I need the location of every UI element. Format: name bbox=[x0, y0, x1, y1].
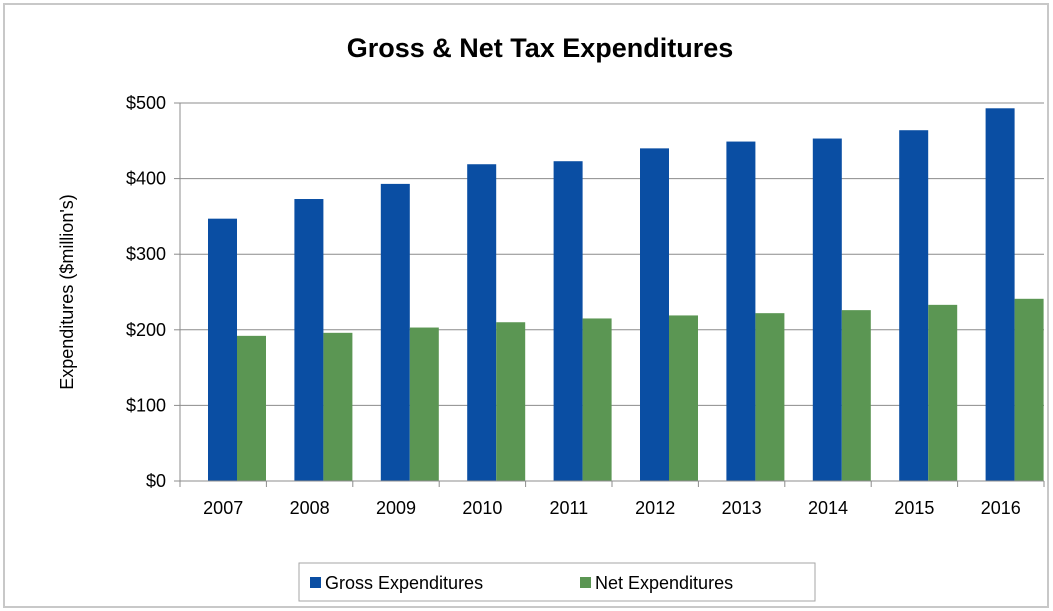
y-tick-label: $200 bbox=[126, 320, 166, 340]
y-tick-label: $100 bbox=[126, 395, 166, 415]
bar-gross-expenditures-2014 bbox=[812, 138, 842, 482]
axes: $0 $100 $200 $300 $400 $500 2007 2008 2009 2010 20… bbox=[126, 93, 1045, 518]
x-tick-label: 2016 bbox=[981, 498, 1021, 518]
legend-label: Gross Expenditures bbox=[325, 573, 483, 593]
chart-frame bbox=[3, 3, 1049, 608]
bar-net-expenditures-2009 bbox=[409, 327, 439, 481]
y-tick-label: $0 bbox=[146, 471, 166, 491]
bar-gross-expenditures-2009 bbox=[380, 183, 410, 481]
x-tick-label: 2011 bbox=[549, 498, 588, 518]
x-tick-label: 2009 bbox=[376, 498, 416, 518]
bar-net-expenditures-2014 bbox=[841, 310, 871, 481]
chart-title: Gross & Net Tax Expenditures bbox=[347, 33, 734, 63]
bar-gross-expenditures-2011 bbox=[553, 161, 583, 481]
legend: Gross Expenditures Net Expenditures bbox=[298, 562, 816, 602]
bar-gross-expenditures-2016 bbox=[985, 108, 1015, 482]
bar-gross-expenditures-2012 bbox=[640, 148, 669, 482]
bar-net-expenditures-2013 bbox=[755, 313, 785, 481]
x-tick-label: 2010 bbox=[462, 498, 502, 518]
bar-gross-expenditures-2008 bbox=[294, 199, 324, 481]
bar-net-expenditures-2007 bbox=[237, 335, 266, 481]
legend-box bbox=[298, 562, 816, 602]
bar-gross-expenditures-2015 bbox=[899, 130, 929, 481]
y-axis-title: Expenditures ($million's) bbox=[57, 194, 77, 390]
y-tick-label: $400 bbox=[126, 169, 166, 189]
x-tick-label: 2008 bbox=[290, 498, 330, 518]
bar-net-expenditures-2010 bbox=[496, 322, 526, 481]
bar-net-expenditures-2012 bbox=[669, 315, 698, 481]
bar-gross-expenditures-2013 bbox=[726, 141, 756, 481]
legend-swatch bbox=[310, 577, 321, 588]
x-tick-label: 2015 bbox=[894, 498, 934, 518]
bar-gross-expenditures-2007 bbox=[208, 218, 237, 481]
bar-net-expenditures-2015 bbox=[928, 304, 958, 481]
y-tick-label: $500 bbox=[126, 93, 166, 113]
x-tick-label: 2014 bbox=[808, 498, 848, 518]
y-tick-label: $300 bbox=[126, 244, 166, 264]
bar-net-expenditures-2008 bbox=[323, 332, 353, 481]
bar-gross-expenditures-2010 bbox=[467, 164, 497, 481]
x-tick-label: 2007 bbox=[203, 498, 243, 518]
bar-net-expenditures-2011 bbox=[582, 318, 612, 481]
x-tick-label: 2013 bbox=[722, 498, 762, 518]
x-tick-label: 2012 bbox=[635, 498, 675, 518]
bars bbox=[208, 108, 1044, 482]
legend-swatch bbox=[580, 577, 591, 588]
bar-net-expenditures-2016 bbox=[1014, 298, 1044, 481]
legend-label: Net Expenditures bbox=[595, 573, 733, 593]
